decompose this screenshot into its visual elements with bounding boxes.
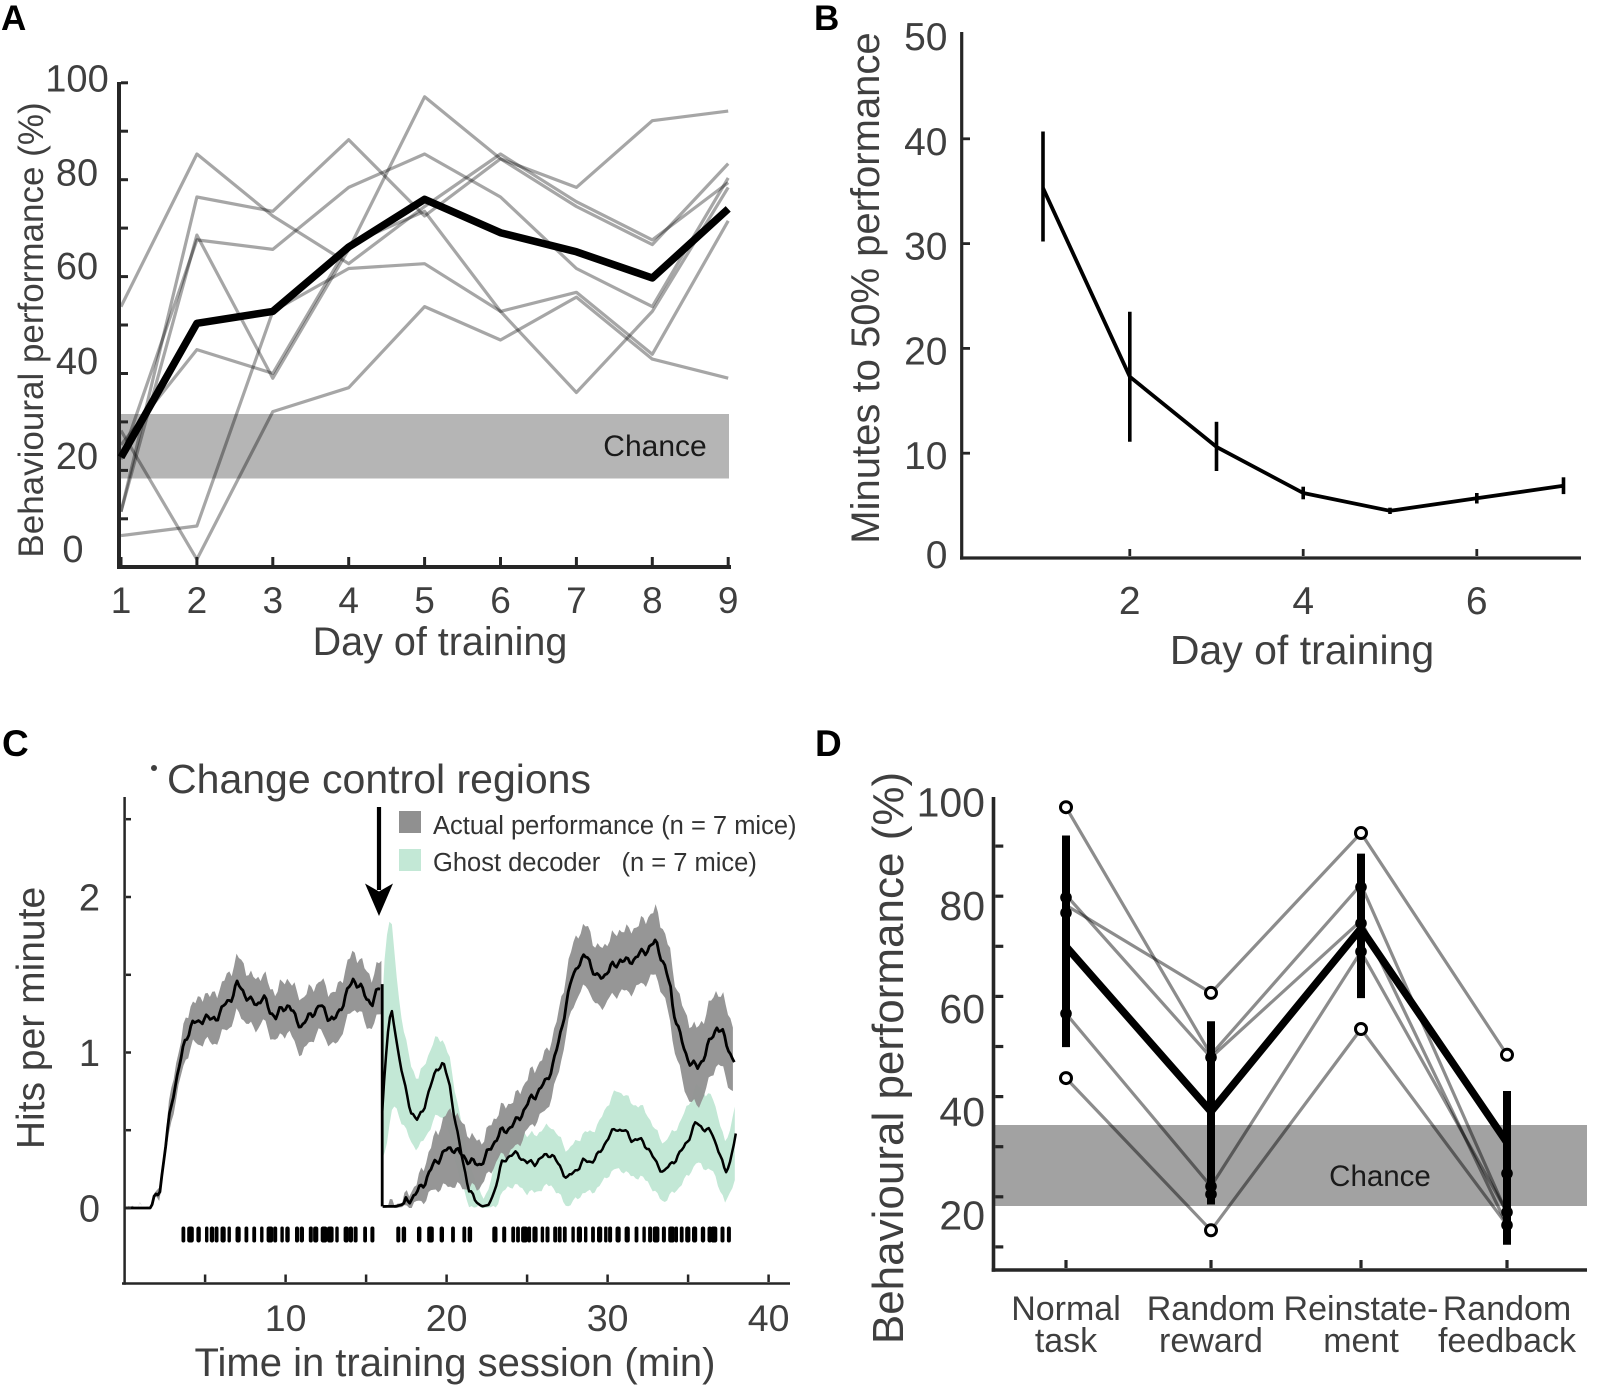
svg-text:Actual performance (n = 7 mice: Actual performance (n = 7 mice) [433,812,797,840]
svg-text:D: D [815,723,842,764]
svg-text:1: 1 [79,1033,100,1075]
svg-text:Behavioural performance (%): Behavioural performance (%) [864,772,913,1344]
svg-text:0: 0 [79,1189,100,1231]
svg-text:Time in training session (min): Time in training session (min) [195,1341,716,1385]
svg-text:Chance: Chance [1329,1160,1431,1193]
svg-text:2: 2 [79,878,100,920]
svg-text:100: 100 [917,780,985,826]
svg-text:40: 40 [56,341,98,383]
svg-text:30: 30 [904,226,947,269]
svg-text:ment: ment [1323,1322,1399,1360]
svg-text:60: 60 [56,246,98,288]
svg-text:20: 20 [426,1297,468,1339]
svg-text:20: 20 [939,1192,985,1238]
svg-text:Reinstate-: Reinstate- [1284,1290,1439,1328]
svg-text:40: 40 [939,1089,985,1135]
svg-text:80: 80 [939,883,985,929]
svg-text:4: 4 [1292,580,1314,623]
svg-text:20: 20 [56,436,98,478]
svg-text:30: 30 [587,1297,629,1339]
svg-text:Normal: Normal [1011,1290,1121,1328]
svg-text:0: 0 [62,529,83,571]
svg-text:C: C [2,723,29,764]
svg-text:6: 6 [1466,580,1488,623]
svg-text:Minutes to 50% performance: Minutes to 50% performance [844,32,888,543]
svg-text:8: 8 [642,580,663,621]
svg-text:Random: Random [1147,1290,1276,1328]
svg-text:A: A [1,0,26,38]
svg-text:3: 3 [263,580,284,621]
svg-text:60: 60 [939,986,985,1032]
svg-text:100: 100 [45,59,108,101]
svg-text:Random: Random [1443,1290,1572,1328]
svg-text:20: 20 [904,330,947,373]
svg-text:1: 1 [111,580,132,621]
svg-text:2: 2 [187,580,208,621]
svg-text:Behavioural performance (%): Behavioural performance (%) [12,102,51,557]
svg-text:B: B [814,0,839,38]
svg-text:Day of training: Day of training [1170,627,1434,673]
svg-text:feedback: feedback [1438,1322,1577,1360]
svg-text:task: task [1035,1322,1098,1360]
svg-text:7: 7 [566,580,587,621]
svg-text:10: 10 [904,435,947,478]
svg-text:Ghost decoder (n = 7 mice): Ghost decoder (n = 7 mice) [433,849,757,877]
svg-text:80: 80 [56,152,98,194]
svg-text:Hits per minute: Hits per minute [10,887,53,1149]
svg-text:10: 10 [265,1297,307,1339]
svg-text:4: 4 [338,580,359,621]
svg-text:40: 40 [904,121,947,164]
svg-text:reward: reward [1159,1322,1263,1360]
svg-text:40: 40 [748,1297,790,1339]
svg-text:0: 0 [926,534,948,577]
svg-text:6: 6 [490,580,511,621]
svg-text:5: 5 [414,580,435,621]
svg-text:9: 9 [718,580,739,621]
svg-text:Day of training: Day of training [313,620,568,664]
svg-text:50: 50 [904,16,947,59]
svg-text:Change control regions: Change control regions [167,756,591,802]
svg-text:Chance: Chance [603,430,706,463]
svg-text:2: 2 [1119,580,1141,623]
